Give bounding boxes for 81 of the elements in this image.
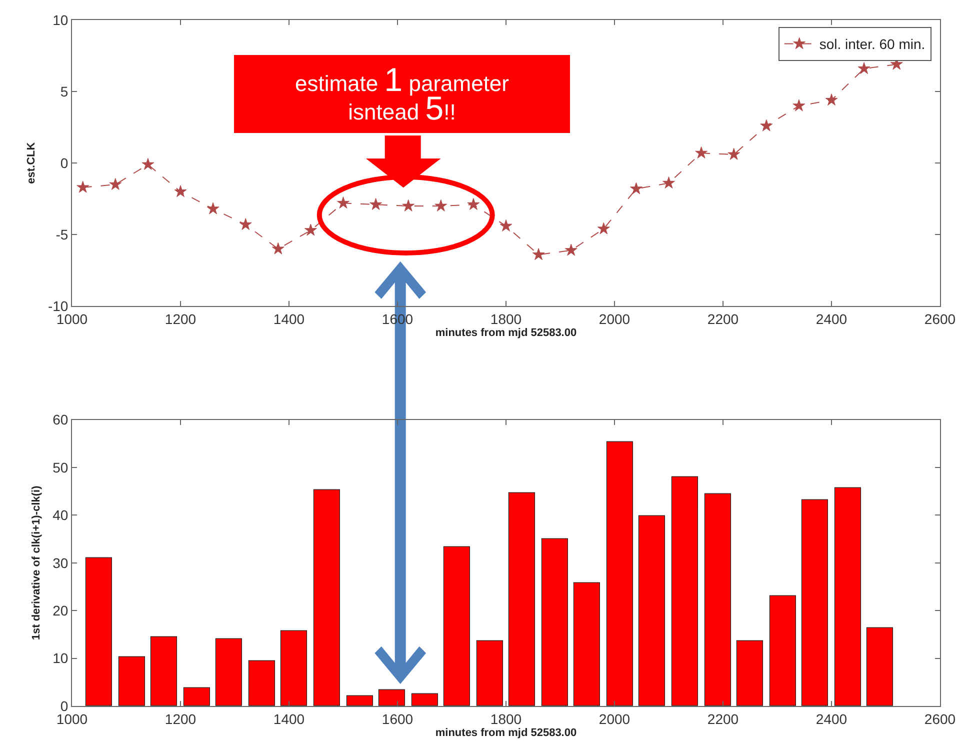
bar [411, 693, 438, 706]
bar [606, 441, 633, 706]
point [500, 219, 512, 232]
point [337, 196, 350, 208]
y-tick-label: 40 [52, 507, 68, 524]
bar [866, 627, 893, 706]
y-tick-label: 30 [52, 554, 68, 571]
y-tick-label: 60 [52, 412, 68, 428]
y-tick-label: -5 [56, 226, 68, 243]
point [662, 176, 675, 188]
x-tick-label: 1800 [490, 710, 522, 727]
bar [834, 487, 861, 706]
point [402, 199, 415, 212]
point [792, 99, 806, 112]
legend-label: sol. inter. 60 min. [819, 36, 926, 52]
point [630, 182, 642, 194]
point [109, 178, 122, 190]
y-axis-title: 1st derivative of clk(i+1)-clk(i) [30, 485, 42, 640]
point [272, 242, 284, 254]
point [532, 248, 545, 260]
y-tick-label: 0 [60, 154, 68, 171]
x-tick-label: 2000 [598, 310, 630, 327]
point [174, 185, 187, 198]
bar [638, 515, 665, 706]
x-axis-title: minutes from mjd 52583.00 [435, 727, 577, 739]
point [467, 198, 480, 210]
bar [118, 656, 145, 706]
point [206, 202, 220, 214]
x-tick-label: 1200 [164, 710, 196, 727]
y-tick-label: 50 [52, 459, 68, 476]
y-tick-label: 10 [52, 650, 68, 666]
x-tick-label: 1400 [273, 310, 305, 327]
point [434, 199, 448, 212]
point [728, 148, 740, 160]
x-tick-label: 1600 [382, 710, 414, 727]
annotation: estimate 1 parameter isntead 5!! [294, 61, 510, 127]
bar [476, 640, 503, 706]
point [858, 62, 870, 74]
x-tick-label: 2400 [816, 710, 848, 727]
bar [704, 493, 731, 706]
x-tick-label: 2600 [924, 310, 956, 327]
bar [215, 638, 242, 706]
bar [313, 489, 340, 706]
bar [150, 636, 177, 706]
x-tick-label: 1800 [490, 310, 522, 327]
bar [248, 660, 275, 706]
bar [769, 595, 796, 706]
point [564, 244, 578, 256]
y-tick-label: 20 [52, 602, 68, 619]
x-tick-label: 1400 [273, 710, 305, 727]
bar [573, 582, 600, 706]
point [825, 94, 838, 106]
bar [736, 640, 763, 706]
point [142, 158, 154, 170]
bar [85, 557, 112, 706]
bar [346, 695, 373, 706]
bar [671, 476, 698, 706]
bar [280, 630, 307, 706]
bar [443, 546, 470, 706]
bar [378, 689, 405, 706]
point [76, 180, 90, 193]
x-tick-label: 1200 [164, 310, 196, 327]
bar [183, 687, 210, 706]
x-axis-title: minutes from mjd 52583.00 [435, 327, 577, 340]
point [304, 224, 317, 236]
bar [508, 492, 535, 706]
bar [801, 499, 828, 706]
point [239, 218, 252, 230]
x-tick-label: 2600 [924, 710, 956, 727]
y-tick-label: 5 [60, 83, 68, 100]
point [370, 198, 382, 210]
bar [541, 538, 568, 706]
y-axis-title: est.CLK [26, 142, 38, 184]
y-tick-label: 10 [52, 12, 68, 28]
point [695, 146, 708, 158]
x-tick-label: 2200 [707, 310, 739, 327]
x-tick-label: 2400 [816, 310, 848, 327]
x-tick-label: 2200 [707, 710, 739, 727]
point [597, 222, 610, 234]
x-tick-label: 2000 [598, 710, 630, 727]
point [760, 119, 773, 132]
